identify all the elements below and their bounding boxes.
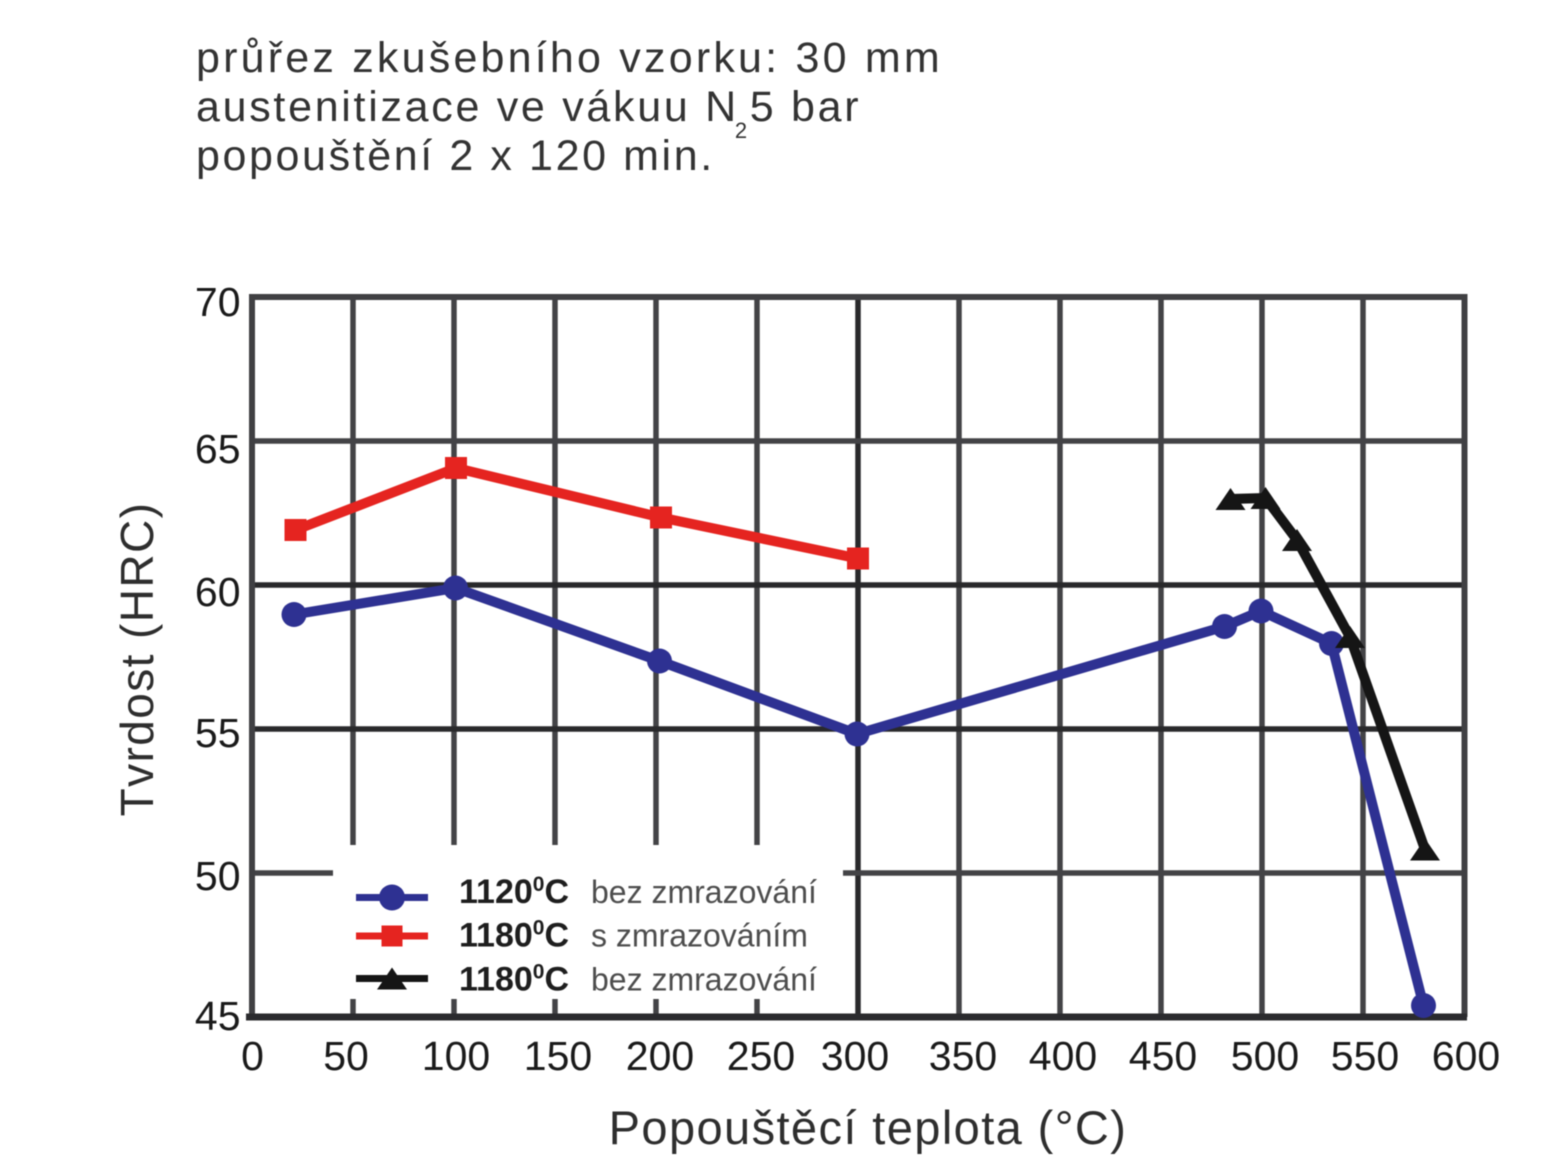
svg-text:550: 550 xyxy=(1331,1033,1399,1079)
svg-text:bez zmrazování: bez zmrazování xyxy=(591,874,817,910)
svg-text:s zmrazováním: s zmrazováním xyxy=(591,918,808,954)
svg-text:350: 350 xyxy=(929,1033,997,1079)
svg-text:průřez zkušebního vzorku: 30 m: průřez zkušebního vzorku: 30 mm xyxy=(196,34,943,82)
svg-text:200: 200 xyxy=(626,1033,694,1079)
svg-text:450: 450 xyxy=(1129,1033,1197,1079)
svg-text:50: 50 xyxy=(323,1033,369,1079)
svg-text:55: 55 xyxy=(195,710,241,756)
svg-text:65: 65 xyxy=(195,426,241,472)
svg-text:bez zmrazování: bez zmrazování xyxy=(591,962,817,998)
svg-text:500: 500 xyxy=(1231,1033,1299,1079)
svg-text:11200C: 11200C xyxy=(459,873,569,911)
svg-text:100: 100 xyxy=(422,1033,490,1079)
svg-text:popouštění 2 x 120 min.: popouštění 2 x 120 min. xyxy=(196,132,715,180)
svg-text:45: 45 xyxy=(195,993,241,1039)
svg-text:70: 70 xyxy=(195,279,241,325)
svg-text:11800C: 11800C xyxy=(459,917,569,955)
svg-text:250: 250 xyxy=(727,1033,795,1079)
svg-text:0: 0 xyxy=(241,1033,264,1079)
svg-text:11800C: 11800C xyxy=(459,961,569,999)
svg-text:300: 300 xyxy=(821,1033,889,1079)
svg-text:400: 400 xyxy=(1029,1033,1097,1079)
svg-text:50: 50 xyxy=(195,853,241,899)
svg-text:60: 60 xyxy=(195,569,241,615)
svg-text:150: 150 xyxy=(524,1033,592,1079)
svg-text:Popouštěcí teplota (°C): Popouštěcí teplota (°C) xyxy=(609,1101,1128,1154)
svg-text:600: 600 xyxy=(1432,1033,1500,1079)
svg-text:Tvrdost (HRC): Tvrdost (HRC) xyxy=(111,502,163,817)
